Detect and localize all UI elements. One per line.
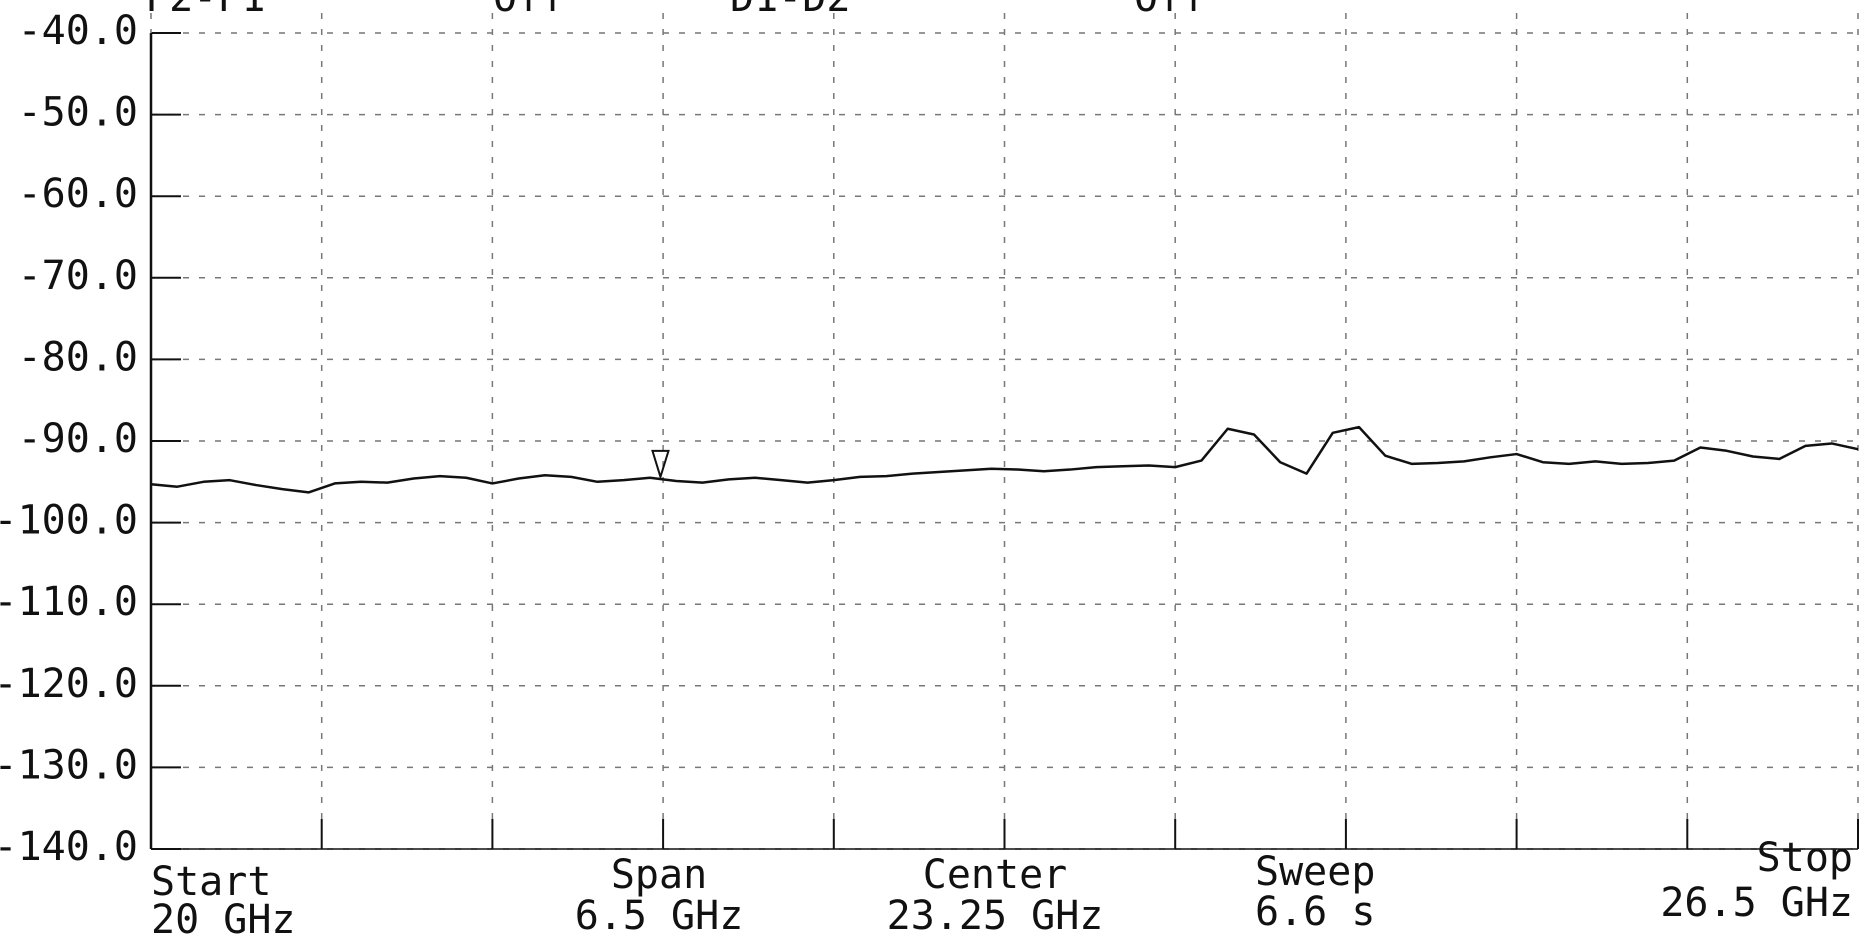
y-tick-label: -100.0 [0, 498, 138, 544]
header-label: Off [493, 0, 565, 21]
center-label: Center [923, 852, 1068, 898]
header-label: D1-D2 [730, 0, 850, 21]
y-tick-label: -70.0 [18, 253, 138, 299]
sweep-value: 6.6 s [1255, 889, 1375, 935]
stop-label: Stop [1757, 835, 1853, 881]
span-label: Span [611, 852, 707, 898]
y-tick-label: -130.0 [0, 742, 138, 788]
stop-value: 26.5 GHz [1660, 880, 1853, 926]
trace [150, 425, 1859, 494]
y-tick-label: -60.0 [18, 171, 138, 217]
y-tick-label: -90.0 [18, 416, 138, 462]
header-label: F2-F1 [145, 0, 265, 21]
marker [651, 449, 670, 481]
y-tick-label: -80.0 [18, 334, 138, 380]
sweep-label: Sweep [1255, 849, 1375, 895]
y-tick-label: -110.0 [0, 579, 138, 625]
start-value: 20 GHz [151, 897, 296, 943]
header-label: Off [1134, 0, 1206, 21]
span-value: 6.5 GHz [575, 893, 744, 939]
y-tick-label: -40.0 [18, 8, 138, 54]
y-tick-label: -50.0 [18, 90, 138, 136]
center-value: 23.25 GHz [887, 893, 1104, 939]
start-label: Start [151, 859, 271, 905]
y-tick-label: -140.0 [0, 824, 138, 870]
y-tick-label: -120.0 [0, 661, 138, 707]
